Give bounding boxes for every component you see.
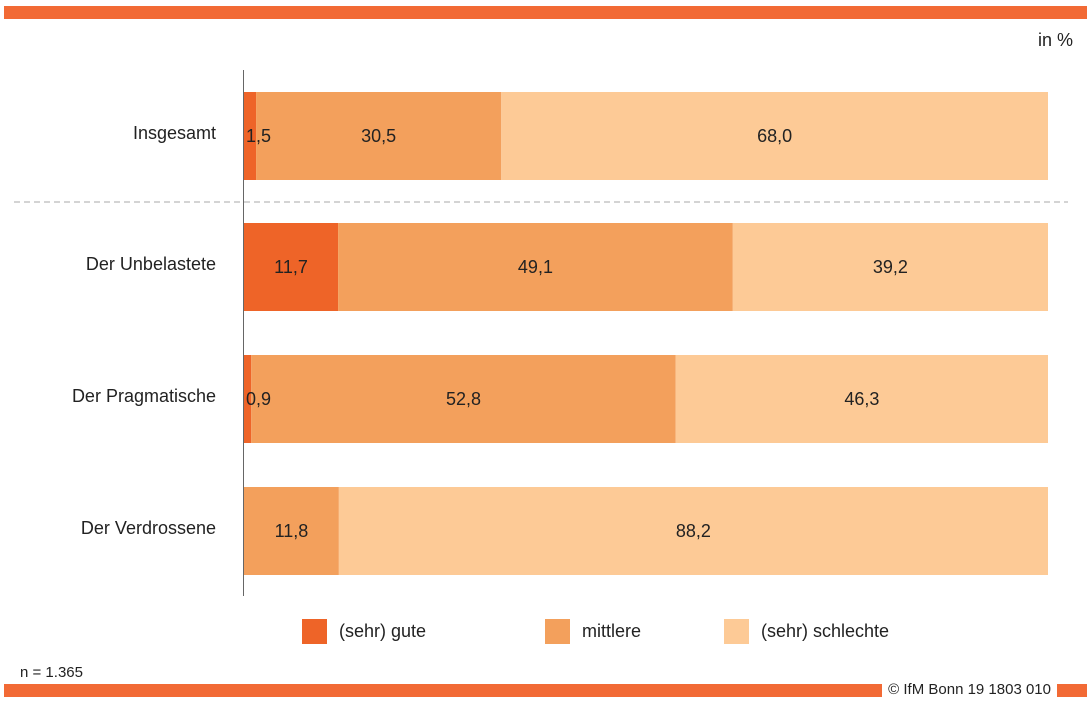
legend-label-medium: mittlere — [582, 620, 642, 641]
bar-segment-der-pragmatische-0 — [244, 355, 252, 443]
sample-size-note: n = 1.365 — [20, 664, 83, 681]
bar-value-label-der-unbelastete-0: 11,7 — [274, 257, 308, 277]
bar-value-label-insgesamt-2: 68,0 — [757, 126, 792, 146]
category-label-insgesamt: Insgesamt — [133, 123, 216, 143]
category-labels: Insgesamt Der Unbelastete Der Pragmatische… — [72, 123, 216, 538]
bar-segment-der-verdrossene-1 — [244, 487, 339, 575]
top-accent-bar — [4, 6, 1087, 19]
legend-label-good: (sehr) gute — [339, 620, 427, 641]
bar-segment-der-pragmatische-2 — [675, 355, 1048, 443]
category-label-der-unbelastete: Der Unbelastete — [86, 254, 216, 274]
bar-segment-der-unbelastete-1 — [338, 223, 733, 311]
bar-segment-insgesamt-2 — [501, 92, 1048, 180]
legend-swatch-medium — [545, 618, 570, 644]
legend-swatch-bad — [724, 618, 749, 644]
category-label-der-pragmatische: Der Pragmatische — [72, 386, 216, 406]
bar-segment-der-pragmatische-1 — [251, 355, 676, 443]
bar-value-label-der-unbelastete-1: 49,1 — [518, 257, 553, 277]
legend-item-good: (sehr) gute — [302, 618, 426, 644]
bar-value-label-der-verdrossene-1: 11,8 — [275, 521, 309, 541]
bar-value-label-insgesamt-1: 30,5 — [361, 126, 396, 146]
unit-label: in % — [1037, 30, 1073, 50]
legend-item-bad: (sehr) schlechte — [724, 618, 889, 644]
bar-value-label-der-pragmatische-2: 46,3 — [844, 389, 879, 409]
bar-segment-insgesamt-0 — [244, 92, 257, 180]
bars — [244, 92, 1048, 575]
bar-value-labels: 1,5 30,5 68,0 11,7 49,1 39,2 0,9 52,8 46,3 11,8 88… — [246, 126, 908, 541]
bottom-accent-bar — [4, 684, 1087, 697]
bar-segment-der-unbelastete-0 — [244, 223, 339, 311]
bar-segment-insgesamt-1 — [256, 92, 502, 180]
legend: (sehr) gute mittlere (sehr) schlechte — [0, 618, 1091, 644]
stacked-bar-chart: Insgesamt Der Unbelastete Der Pragmatische… — [14, 70, 1068, 596]
bar-value-label-der-unbelastete-2: 39,2 — [873, 257, 908, 277]
category-label-der-verdrossene: Der Verdrossene — [81, 518, 216, 538]
bar-value-label-der-verdrossene-2: 88,2 — [676, 521, 711, 541]
legend-swatch-good — [302, 618, 327, 644]
legend-label-bad: (sehr) schlechte — [761, 620, 890, 641]
copyright-note: © IfM Bonn 19 1803 010 — [882, 681, 1057, 699]
legend-item-medium: mittlere — [545, 618, 641, 644]
bar-segment-der-verdrossene-2 — [338, 487, 1048, 575]
bar-value-label-der-pragmatische-0: 0,9 — [246, 389, 271, 409]
bar-segment-der-unbelastete-2 — [732, 223, 1048, 311]
bar-value-label-insgesamt-0: 1,5 — [246, 126, 271, 146]
bar-value-label-der-pragmatische-1: 52,8 — [446, 389, 481, 409]
